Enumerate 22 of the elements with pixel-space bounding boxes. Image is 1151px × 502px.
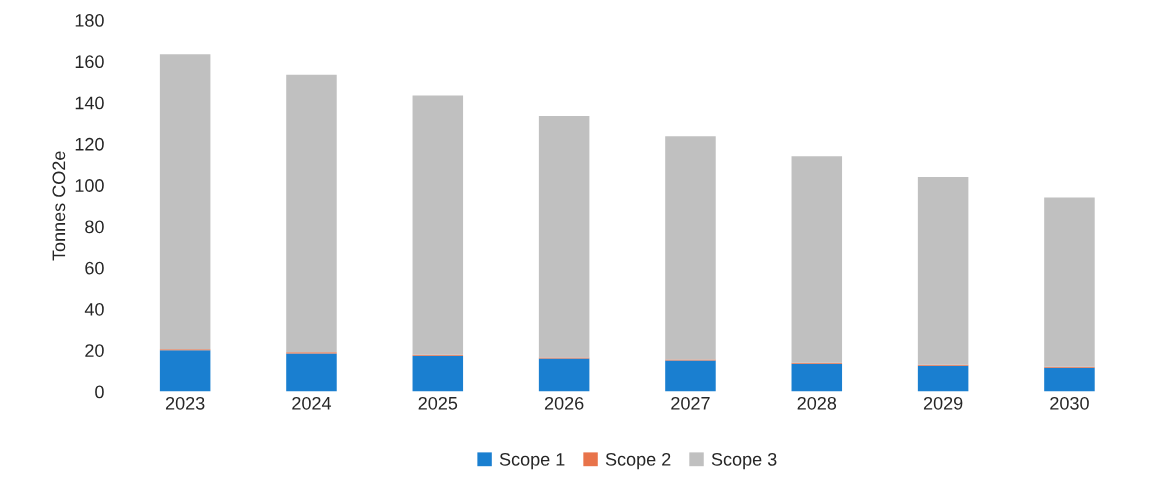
y-tick-label: 120 [75,137,104,151]
x-tick-label: 2026 [544,396,584,410]
x-tick-label: 2027 [671,396,710,410]
y-tick-label: 100 [75,179,104,192]
y-tick-label: 0 [95,385,104,399]
y-tick-label: 80 [85,220,104,234]
y-tick-label: 160 [75,55,104,69]
y-tick-label: 40 [84,302,104,316]
y-tick-label: 180 [75,14,104,27]
x-tick-label: 2029 [923,396,963,410]
y-axis-title: Tonnes CO2e [52,151,66,261]
y-tick-label: 140 [75,96,104,110]
legend-label: Scope 1 [499,452,565,470]
x-tick-label: 2028 [797,396,837,410]
legend-label: Scope 2 [605,452,671,470]
x-tick-label: 2023 [165,396,205,410]
y-tick-label: 60 [85,261,104,275]
x-tick-label: 2025 [418,396,458,410]
legend-label: Scope 3 [711,452,777,470]
x-tick-label: 2030 [1050,396,1089,410]
y-tick-label: 20 [85,344,104,357]
x-tick-label: 2024 [292,396,332,410]
